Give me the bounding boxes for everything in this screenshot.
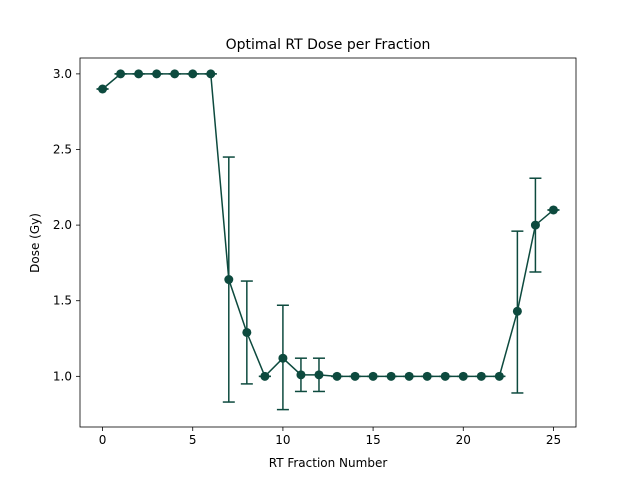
data-point <box>116 69 126 79</box>
chart-title: Optimal RT Dose per Fraction <box>226 37 431 53</box>
x-tick-label: 5 <box>189 433 197 447</box>
data-point <box>152 69 162 79</box>
data-point <box>350 371 360 381</box>
x-tick-label: 25 <box>546 433 561 447</box>
y-tick-label: 1.0 <box>53 369 72 383</box>
data-point <box>512 306 522 316</box>
data-point <box>458 371 468 381</box>
data-point <box>386 371 396 381</box>
data-point <box>170 69 180 79</box>
data-point <box>260 371 270 381</box>
data-point <box>332 371 342 381</box>
y-tick-label: 2.0 <box>53 218 72 232</box>
data-point <box>188 69 198 79</box>
data-point <box>98 84 108 94</box>
y-tick-label: 2.5 <box>53 142 72 156</box>
x-tick-label: 20 <box>456 433 471 447</box>
data-point <box>422 371 432 381</box>
axes-frame <box>79 57 577 428</box>
data-point <box>476 371 486 381</box>
data-point <box>206 69 216 79</box>
y-axis: 1.0 1.5 2.0 2.5 3.0 <box>53 67 80 383</box>
y-tick-label: 3.0 <box>53 67 72 81</box>
x-axis: 0 5 10 15 20 25 <box>99 427 561 447</box>
data-point <box>530 220 540 230</box>
data-point <box>278 353 288 363</box>
data-point <box>440 371 450 381</box>
x-tick-label: 0 <box>99 433 107 447</box>
data-point <box>494 371 504 381</box>
data-point <box>242 327 252 337</box>
data-point <box>368 371 378 381</box>
data-point <box>224 275 234 285</box>
x-tick-label: 10 <box>275 433 290 447</box>
x-axis-label: RT Fraction Number <box>269 456 388 470</box>
data-point <box>548 205 558 215</box>
plot-area <box>96 69 560 411</box>
data-point <box>134 69 144 79</box>
y-tick-label: 1.5 <box>53 294 72 308</box>
data-point <box>314 370 324 380</box>
y-axis-label: Dose (Gy) <box>28 213 42 273</box>
x-tick-label: 15 <box>365 433 380 447</box>
data-point <box>404 371 414 381</box>
data-point <box>296 370 306 380</box>
